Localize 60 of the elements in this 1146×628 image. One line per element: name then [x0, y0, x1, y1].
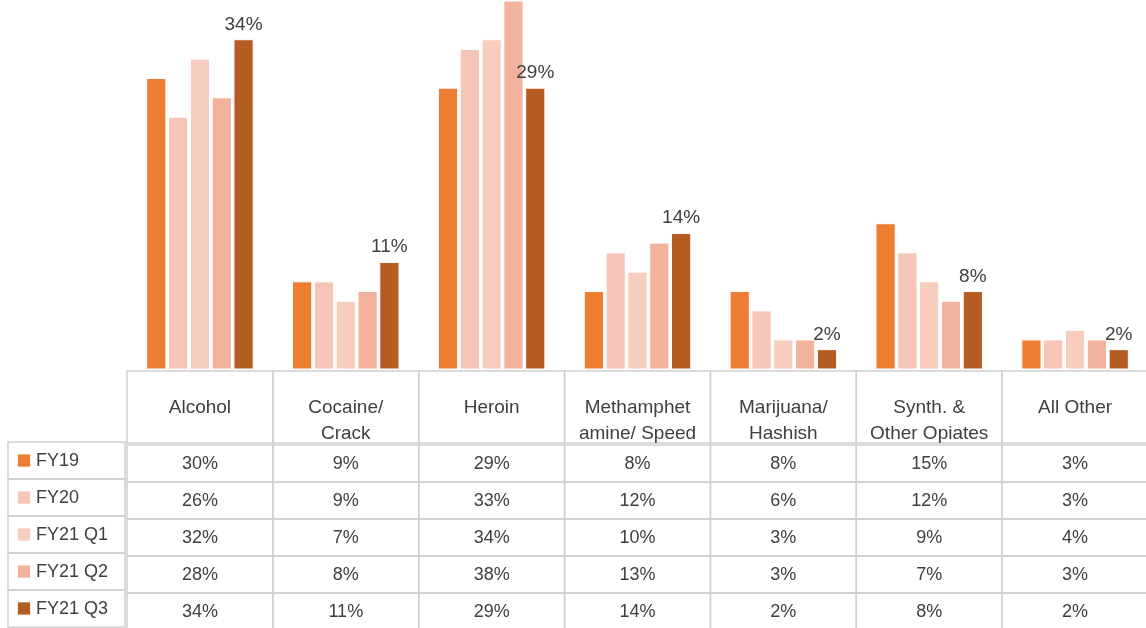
data-label: 15% [911, 452, 948, 473]
data-label: 4% [1062, 526, 1089, 547]
data-label: 10% [619, 526, 656, 547]
x-tick-label: Methamphetamine/ Speed [578, 396, 697, 443]
x-tick-label: Synth. & Other Opiates [870, 396, 989, 443]
data-label: 9% [332, 489, 359, 510]
bar [313, 281, 335, 370]
data-label: 7% [916, 563, 943, 584]
data-label: 11% [328, 600, 364, 621]
data-label: 8% [332, 563, 359, 584]
data-label: 14% [619, 600, 656, 621]
x-tick-label: All Other [1038, 396, 1113, 417]
data-label: 8% [916, 600, 943, 621]
text: 29% [516, 61, 555, 83]
x-tick-label: Marijuana/ Hashish [739, 396, 829, 443]
text: 14% [662, 206, 701, 228]
data-label: 8% [624, 452, 651, 473]
data-label: 8% [770, 452, 797, 473]
bar [962, 291, 983, 370]
data-label: 28% [181, 563, 218, 584]
legend-label: FY21 Q1 [36, 523, 109, 544]
text: 2% [813, 322, 841, 344]
bar [816, 349, 838, 370]
data-label: 33% [473, 489, 510, 510]
data-label: 29% [473, 452, 510, 473]
data-label: 3% [770, 526, 797, 547]
data-label: 12% [619, 489, 656, 510]
data-label: 38% [473, 563, 510, 584]
data-label: 3% [1062, 452, 1089, 473]
bar [437, 87, 459, 370]
bar [292, 281, 313, 370]
data-label: 34% [473, 526, 510, 547]
data-label: 30% [181, 452, 218, 473]
text: 2% [1104, 322, 1133, 344]
data-label: 26% [181, 489, 218, 510]
data-label: 6% [770, 489, 797, 510]
data-label: 12% [911, 489, 948, 510]
bar [940, 300, 962, 370]
data-label: 13% [619, 563, 656, 584]
text: 8% [959, 264, 987, 286]
x-tick-label: Heroin [463, 396, 520, 417]
legend-label: FY21 Q2 [36, 560, 109, 581]
data-label: 29% [473, 600, 510, 621]
data-label: 9% [332, 452, 359, 473]
data-label: 32% [181, 526, 218, 547]
text: 34% [224, 12, 263, 34]
text: 11% [371, 235, 408, 257]
legend-label: FY21 Q3 [36, 597, 109, 618]
data-label: 3% [1062, 489, 1089, 510]
data-label: 3% [1062, 563, 1089, 584]
legend-label: FY20 [36, 486, 80, 507]
x-tick-label: Cocaine/ Crack [308, 396, 384, 443]
data-label: 34% [181, 600, 218, 621]
data-label: 3% [770, 563, 797, 584]
data-label: 7% [332, 526, 359, 547]
legend-label: FY19 [36, 449, 80, 470]
data-label: 9% [916, 526, 943, 547]
data-label: 2% [770, 600, 797, 621]
x-tick-label: Alcohol [168, 396, 232, 417]
data-label: 2% [1062, 600, 1089, 621]
